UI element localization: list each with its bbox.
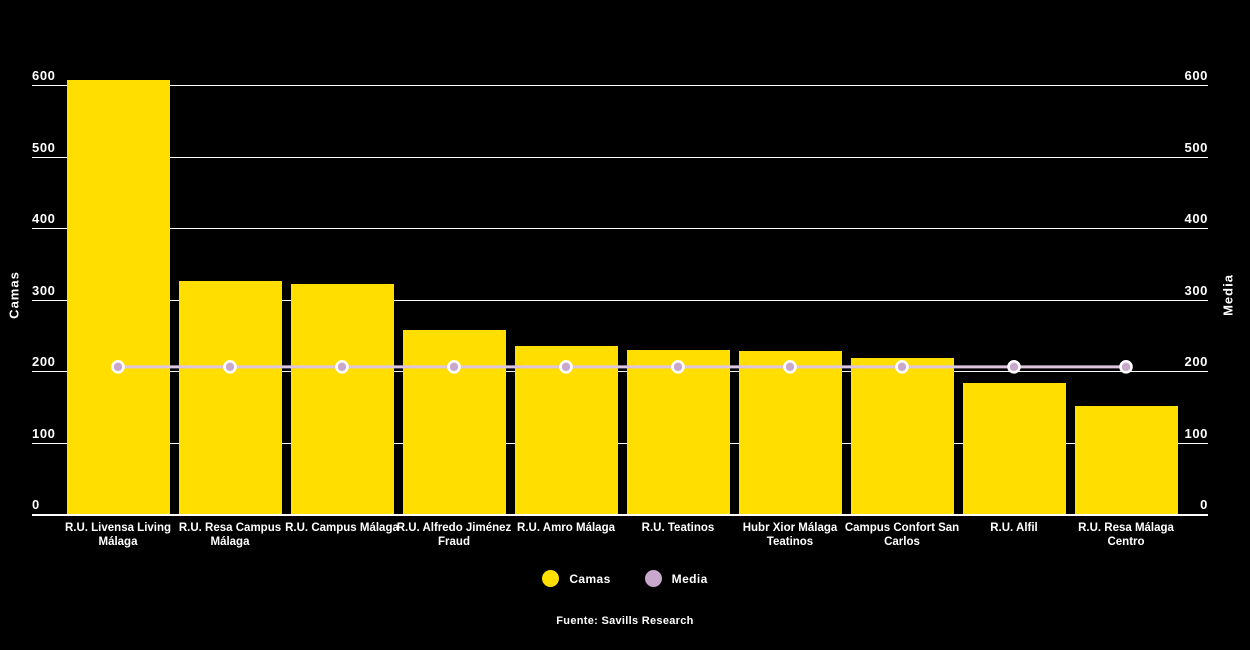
bar-camas-3	[402, 330, 506, 514]
bar-camas-9	[1074, 406, 1178, 514]
y-axis-title-left: Camas	[6, 271, 22, 319]
legend-item-media: Media	[644, 570, 708, 587]
gridline-300	[32, 299, 1208, 301]
y-tick-right-500: 500	[1184, 139, 1208, 155]
y-tick-left-300: 300	[32, 282, 56, 298]
x-label-1: R.U. Resa Campus Málaga	[178, 522, 282, 548]
gridline-400	[32, 228, 1208, 230]
x-label-2: R.U. Campus Málaga	[285, 522, 399, 534]
x-label-9: R.U. Resa Málaga Centro	[1078, 522, 1174, 548]
y-tick-right-600: 600	[1184, 68, 1208, 84]
bar-camas-0	[66, 79, 170, 514]
legend-marker-camas	[542, 570, 560, 587]
y-tick-right-300: 300	[1184, 282, 1208, 298]
y-axis-title-right: Media	[1220, 274, 1236, 316]
source-note: Fuente: Savills Research	[556, 615, 694, 627]
bar-camas-1	[178, 281, 282, 514]
x-label-5: R.U. Teatinos	[641, 522, 715, 534]
y-tick-left-200: 200	[32, 354, 56, 370]
gridline-600	[32, 85, 1208, 87]
bar-camas-6	[738, 351, 842, 514]
x-label-6: Hubr Xior Málaga Teatinos	[742, 522, 838, 548]
gridline-500	[32, 156, 1208, 158]
y-tick-left-400: 400	[32, 211, 56, 227]
gridline-200	[32, 371, 1208, 373]
legend-label-media: Media	[671, 571, 708, 586]
x-label-8: R.U. Alfil	[990, 522, 1038, 534]
legend-marker-media	[644, 570, 662, 587]
bar-camas-5	[626, 349, 730, 514]
y-tick-left-600: 600	[32, 68, 56, 84]
gridline-100	[32, 442, 1208, 444]
y-tick-left-100: 100	[32, 425, 56, 441]
y-tick-right-100: 100	[1184, 425, 1208, 441]
x-label-0: R.U. Livensa Living Málaga	[64, 522, 172, 548]
legend-item-camas: Camas	[542, 570, 610, 587]
y-tick-left-0: 0	[32, 497, 40, 512]
x-label-4: R.U. Amro Málaga	[517, 522, 615, 534]
bar-camas-8	[962, 382, 1066, 514]
y-tick-right-0: 0	[1200, 497, 1208, 512]
y-tick-left-500: 500	[32, 139, 56, 155]
bar-camas-7	[850, 357, 954, 514]
gridline-0	[32, 514, 1208, 516]
bar-camas-4	[514, 346, 618, 514]
x-label-7: Campus Confort San Carlos	[844, 522, 960, 548]
bar-camas-2	[290, 284, 394, 514]
chart-legend: Camas Media	[0, 570, 1250, 587]
legend-label-camas: Camas	[569, 571, 611, 586]
y-tick-right-200: 200	[1184, 354, 1208, 370]
x-label-3: R.U. Alfredo Jiménez Fraud	[396, 522, 512, 548]
y-tick-right-400: 400	[1184, 211, 1208, 227]
